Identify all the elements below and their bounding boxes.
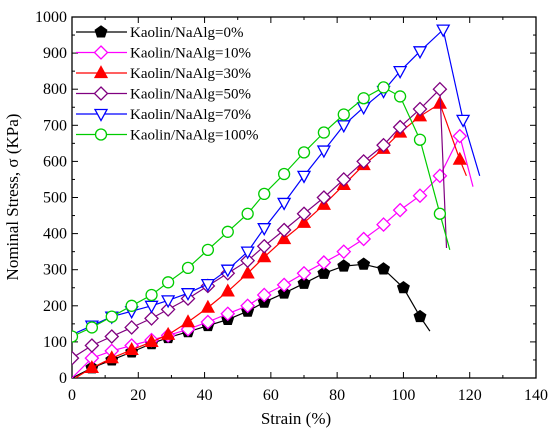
- x-tick-label: 140: [524, 387, 548, 404]
- data-point: [242, 208, 253, 219]
- data-point: [454, 153, 466, 164]
- data-point: [182, 316, 194, 327]
- x-tick-label: 100: [391, 387, 415, 404]
- data-point: [338, 109, 349, 120]
- data-point: [106, 311, 117, 322]
- y-tick-label: 1000: [35, 9, 67, 26]
- x-axis-title: Strain (%): [261, 409, 331, 428]
- data-point: [222, 285, 234, 296]
- y-tick-label: 800: [43, 81, 67, 98]
- data-point: [222, 226, 233, 237]
- x-tick-label: 0: [68, 387, 76, 404]
- data-point: [415, 134, 426, 145]
- legend-marker: [96, 129, 107, 140]
- x-tick-label: 80: [329, 387, 345, 404]
- data-point: [414, 311, 425, 322]
- data-point: [434, 208, 445, 219]
- legend-marker: [95, 67, 107, 78]
- data-point: [67, 331, 78, 342]
- data-point: [163, 277, 174, 288]
- series-line: [72, 264, 430, 378]
- data-point: [279, 169, 290, 180]
- legend-label: Kaolin/NaAlg=30%: [130, 66, 251, 82]
- data-point: [86, 322, 97, 333]
- data-point: [358, 93, 369, 104]
- legend-label: Kaolin/NaAlg=70%: [130, 107, 251, 123]
- data-point: [357, 233, 370, 246]
- data-point: [453, 130, 466, 143]
- y-tick-label: 900: [43, 45, 67, 62]
- y-tick-label: 100: [43, 334, 67, 351]
- data-point: [337, 245, 350, 258]
- data-point: [358, 258, 369, 269]
- data-point: [317, 256, 330, 269]
- legend-marker: [95, 87, 108, 100]
- y-tick-label: 300: [43, 262, 67, 279]
- data-point: [85, 339, 98, 352]
- data-point: [298, 267, 311, 280]
- x-tick-label: 20: [130, 387, 146, 404]
- data-point: [259, 188, 270, 199]
- x-tick-label: 120: [458, 387, 482, 404]
- data-point: [125, 321, 138, 334]
- legend-label: Kaolin/NaAlg=50%: [130, 87, 251, 103]
- legend-label: Kaolin/NaAlg=10%: [130, 46, 251, 62]
- data-point: [338, 260, 349, 271]
- x-tick-label: 40: [197, 387, 213, 404]
- data-point: [202, 301, 214, 312]
- data-point: [183, 262, 194, 273]
- data-point: [299, 147, 310, 158]
- data-point: [395, 91, 406, 102]
- y-axis-title: Nominal Stress, σ (KPa): [3, 114, 22, 281]
- legend-label: Kaolin/NaAlg=100%: [130, 128, 258, 144]
- legend-label: Kaolin/NaAlg=0%: [130, 25, 243, 41]
- y-tick-label: 400: [43, 226, 67, 243]
- data-point: [457, 115, 469, 126]
- data-point: [437, 25, 449, 36]
- series-2: [72, 130, 473, 378]
- y-tick-label: 200: [43, 298, 67, 315]
- data-point: [126, 300, 137, 311]
- y-tick-label: 500: [43, 190, 67, 207]
- legend: Kaolin/NaAlg=0% Kaolin/NaAlg=10% Kaolin/Na…: [76, 25, 258, 144]
- y-tick-label: 700: [43, 117, 67, 134]
- data-point: [146, 289, 157, 300]
- data-point: [318, 127, 329, 138]
- data-point: [378, 263, 389, 274]
- y-tick-label: 0: [59, 370, 67, 387]
- x-tick-label: 60: [263, 387, 279, 404]
- data-point: [258, 224, 270, 235]
- data-point: [105, 330, 118, 343]
- data-point: [378, 82, 389, 93]
- legend-marker: [95, 46, 108, 59]
- data-point: [66, 352, 79, 365]
- y-tick-label: 600: [43, 153, 67, 170]
- data-point: [358, 103, 370, 114]
- series-6: [67, 82, 450, 342]
- data-point: [202, 244, 213, 255]
- data-point: [145, 312, 158, 325]
- legend-marker: [95, 26, 106, 37]
- data-point: [278, 278, 291, 291]
- legend-marker: [95, 110, 107, 121]
